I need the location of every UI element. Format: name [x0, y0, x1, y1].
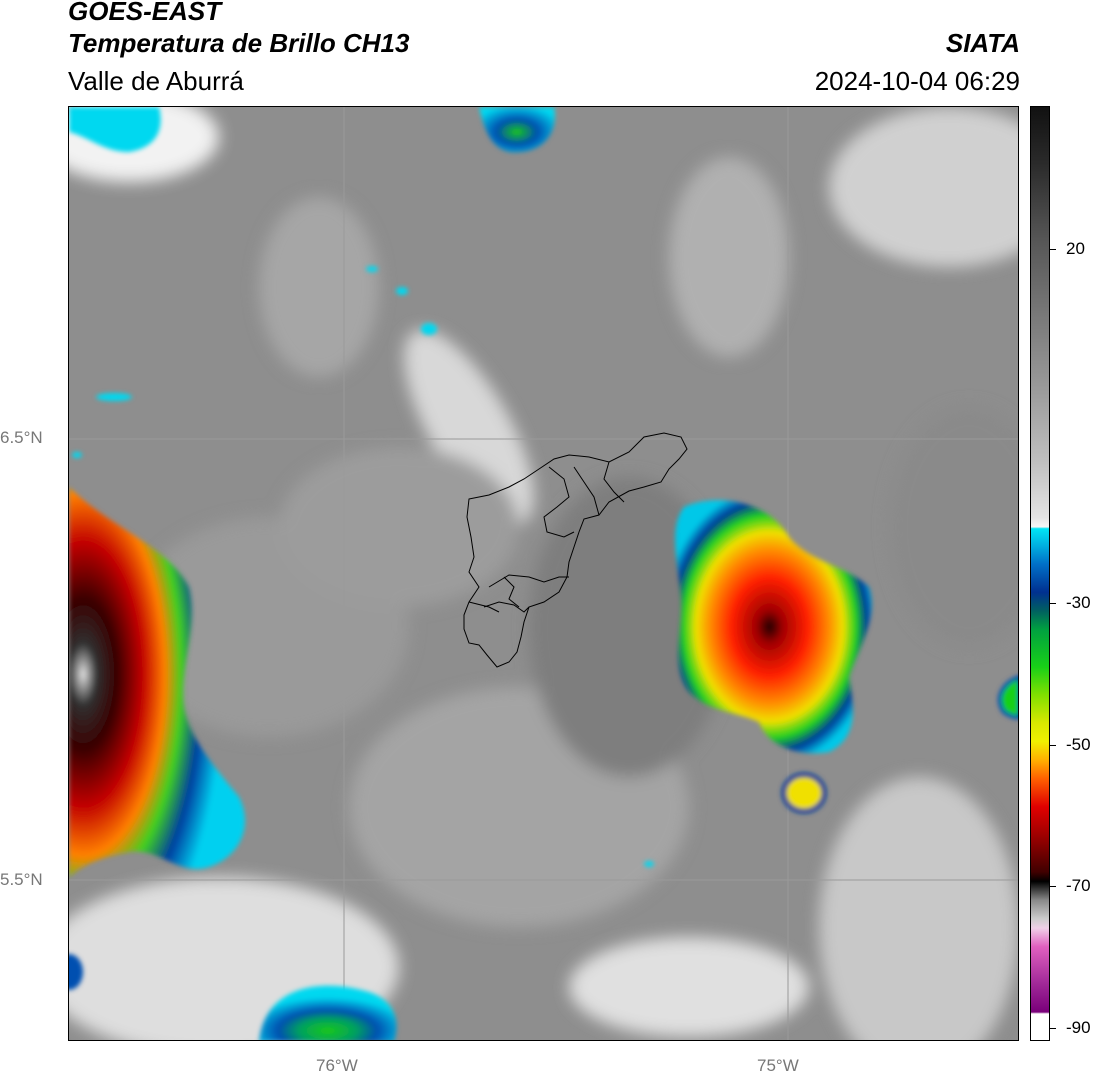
- lon-label-75w: 75°W: [757, 1056, 799, 1075]
- colorbar-tick-minus90: [1050, 1028, 1056, 1029]
- lat-label-6-5n: 6.5°N: [0, 428, 43, 447]
- colorbar-label-minus70: -70: [1066, 876, 1091, 895]
- northwest-cyan-cloud: [69, 107, 161, 152]
- colorbar-label-minus30: -30: [1066, 593, 1091, 612]
- brand-label: SIATA: [945, 28, 1020, 58]
- colorbar-tick-minus50: [1050, 745, 1056, 746]
- east-small-cell: [781, 772, 827, 814]
- north-storm-cell: [479, 107, 555, 153]
- temperature-colorbar: [1030, 106, 1050, 1041]
- east-edge-cell: [998, 675, 1018, 720]
- satellite-map[interactable]: [68, 106, 1019, 1041]
- colorbar-tick-20: [1050, 249, 1056, 250]
- east-storm-cell: [675, 500, 872, 754]
- colorbar-label-minus50: -50: [1066, 735, 1091, 754]
- aburra-boundary: [463, 432, 688, 668]
- colorbar-label-minus90: -90: [1066, 1018, 1091, 1037]
- lon-label-76w: 76°W: [316, 1056, 358, 1075]
- map-canvas: [69, 107, 1018, 1040]
- timestamp-label: 2024-10-04 06:29: [814, 66, 1020, 96]
- product-title: Temperatura de Brillo CH13: [68, 28, 410, 58]
- west-storm-cell: [69, 487, 245, 877]
- satellite-title: GOES-EAST: [68, 0, 222, 26]
- region-subtitle: Valle de Aburrá: [68, 66, 244, 96]
- colorbar-label-20: 20: [1066, 239, 1085, 258]
- colorbar-tick-minus70: [1050, 886, 1056, 887]
- cloud-texture: [69, 107, 1018, 1040]
- colorbar-tick-minus30: [1050, 603, 1056, 604]
- south-storm-cell: [259, 985, 397, 1040]
- lat-label-5-5n: 5.5°N: [0, 870, 43, 889]
